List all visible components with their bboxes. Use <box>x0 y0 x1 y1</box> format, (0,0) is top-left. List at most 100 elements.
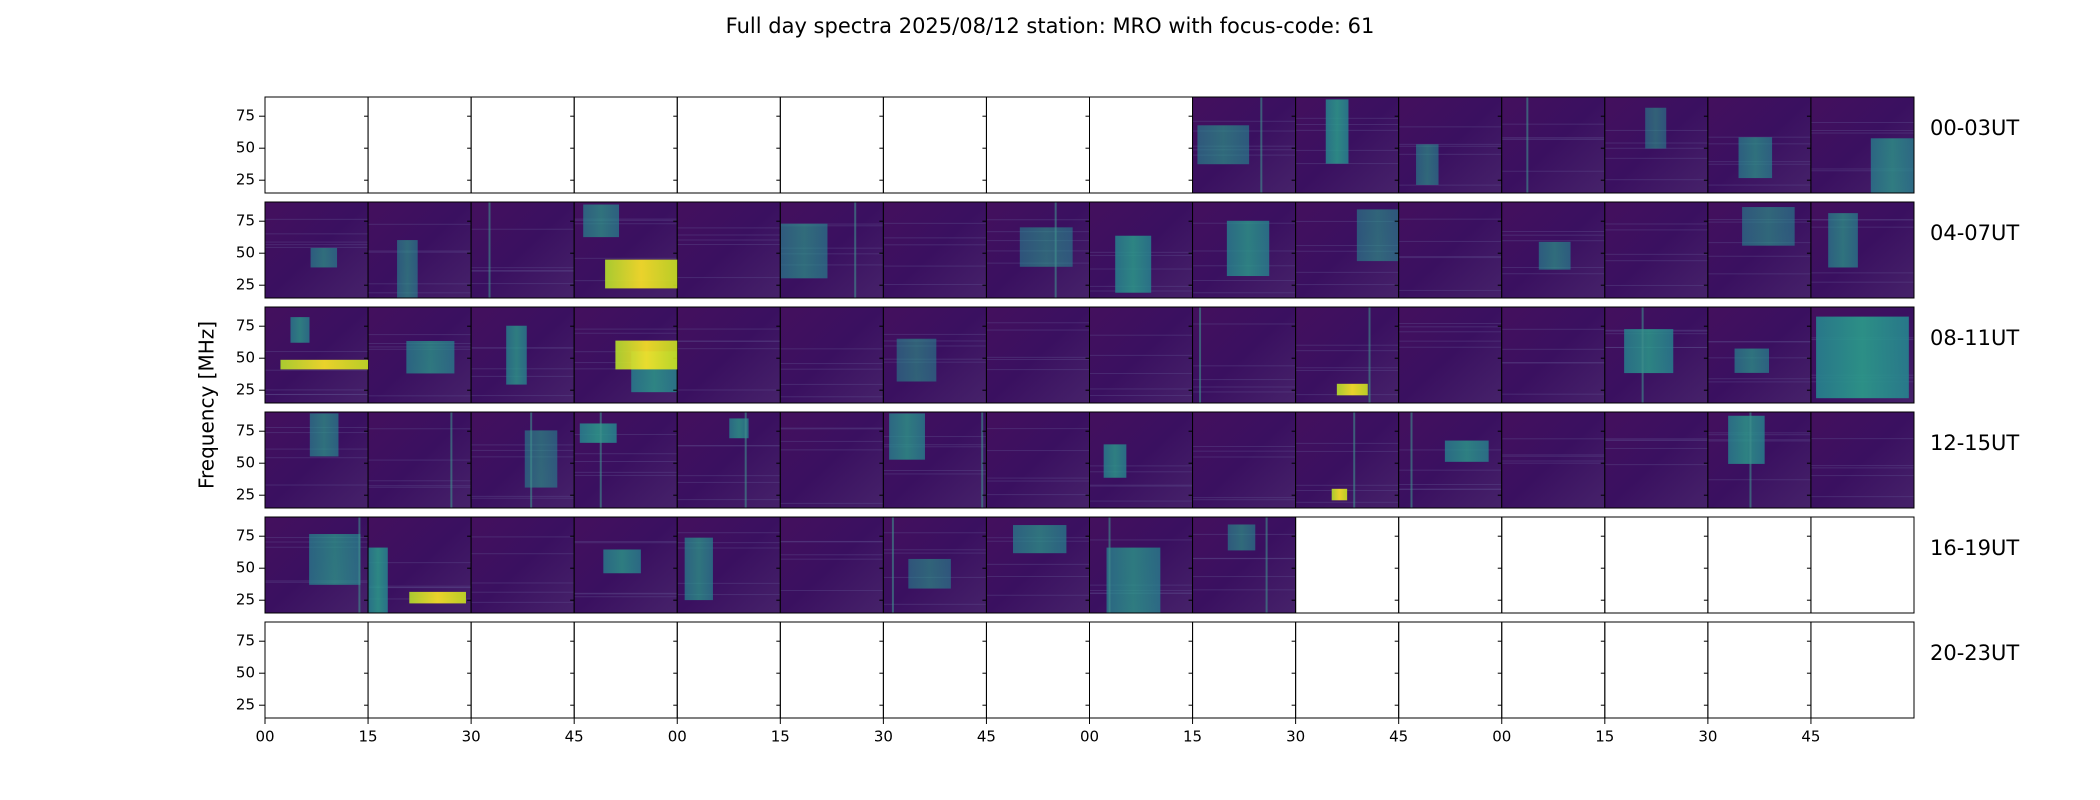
rfi-line <box>1089 471 1193 473</box>
rfi-line <box>1501 234 1605 236</box>
rfi-line <box>368 395 472 397</box>
rfi-line <box>986 494 1090 496</box>
rfi-line <box>1398 240 1502 242</box>
row-20-23UT: 75 50 25 20-23UT <box>236 621 2019 719</box>
x-tick-label: 45 <box>1389 728 1408 746</box>
rfi-line <box>574 541 678 543</box>
rfi-line <box>368 585 472 587</box>
rfi-line <box>1398 126 1502 128</box>
rfi-line <box>1707 381 1811 383</box>
panel-frame <box>676 96 781 194</box>
spectrum-panel <box>673 516 781 614</box>
rfi-line <box>1707 184 1811 186</box>
rfi-line <box>780 383 884 385</box>
panel-frame <box>1398 516 1503 614</box>
emission-patch <box>1538 241 1571 270</box>
emission-patch <box>1738 137 1773 179</box>
rfi-line <box>471 536 575 538</box>
x-tick-label: 00 <box>255 728 274 746</box>
rfi-line <box>1295 369 1399 371</box>
y-tick-label: 75 <box>236 212 255 230</box>
rfi-line <box>677 499 781 501</box>
emission-patch <box>684 537 713 601</box>
rfi-line <box>780 502 884 504</box>
spectrum-cell <box>1501 412 1605 508</box>
panel-frame <box>985 96 1090 194</box>
spectrum-panel <box>1085 96 1194 194</box>
rfi-line <box>1398 346 1502 348</box>
rfi-line <box>1707 136 1811 138</box>
spectrum-panel <box>1497 201 1606 299</box>
emission-patch <box>506 325 527 385</box>
emission-patch <box>1226 220 1270 277</box>
rfi-line <box>1295 442 1399 444</box>
y-tick-label: 75 <box>236 527 255 545</box>
rfi-line <box>1810 132 1914 134</box>
emission-patch <box>309 534 361 585</box>
burst-streak <box>854 202 857 298</box>
rfi-line <box>883 446 987 448</box>
burst-streak <box>450 412 453 508</box>
rfi-line <box>574 593 678 595</box>
rfi-line <box>1501 362 1605 364</box>
row-12-15UT: 75 50 25 12-15UT <box>236 411 2019 509</box>
spectrum-panel <box>982 516 1090 614</box>
rfi-line <box>677 227 781 229</box>
rfi-line <box>883 237 987 239</box>
spectrum-panel <box>1497 411 1606 509</box>
rfi-line <box>986 322 1090 324</box>
rfi-line <box>780 554 884 556</box>
emission-patch <box>896 338 937 382</box>
panel-frame <box>1501 516 1606 614</box>
x-tick-label: 00 <box>668 728 687 746</box>
rfi-line <box>780 223 884 225</box>
spectrum-panel <box>982 411 1090 509</box>
spectrum-panel <box>467 201 575 299</box>
burst-streak <box>1260 97 1263 193</box>
spectrum-cell <box>1398 202 1502 298</box>
burst-streak <box>1641 307 1644 403</box>
rfi-line <box>986 369 1090 371</box>
spectrum-panel <box>776 411 884 509</box>
x-tick-label: 30 <box>462 728 481 746</box>
spectrum-panel <box>1600 201 1709 299</box>
burst-streak <box>1368 307 1371 403</box>
rfi-line <box>1398 331 1502 333</box>
panel-frame <box>264 96 369 194</box>
spectrum-panel <box>1703 516 1812 614</box>
x-tick-label: 45 <box>977 728 996 746</box>
rfi-line <box>780 253 884 255</box>
y-tick-label: 75 <box>236 107 255 125</box>
rfi-line <box>677 239 781 241</box>
spectrum-panel <box>776 306 884 404</box>
spectrum-panel <box>264 621 369 719</box>
x-tick-label: 45 <box>1801 728 1820 746</box>
spectrum-panel <box>570 96 678 194</box>
rfi-line <box>471 228 575 230</box>
rfi-line <box>780 540 884 542</box>
spectrum-cell <box>677 202 781 298</box>
rfi-line <box>1192 558 1296 560</box>
emission-patch <box>1624 329 1674 374</box>
rfi-line <box>986 563 1090 565</box>
rfi-line <box>471 283 575 285</box>
rfi-line <box>471 456 575 458</box>
rfi-line <box>368 283 472 285</box>
rfi-line <box>883 532 987 534</box>
rfi-line <box>1604 439 1708 441</box>
rfi-line <box>1501 230 1605 232</box>
spectrum-panel <box>1085 411 1194 509</box>
rfi-line <box>1192 445 1296 447</box>
rfi-line <box>1192 450 1296 452</box>
rfi-line <box>1810 475 1914 477</box>
emission-patch <box>729 418 749 439</box>
panel-frame <box>1089 621 1194 719</box>
rfi-line <box>1295 284 1399 286</box>
spectrum-panel <box>1703 201 1812 299</box>
rfi-line <box>1707 255 1811 257</box>
panel-frame <box>1707 621 1812 719</box>
rfi-line <box>1398 484 1502 486</box>
spectrum-panel <box>570 621 678 719</box>
x-tick-label: 15 <box>359 728 378 746</box>
rfi-line <box>265 246 369 248</box>
